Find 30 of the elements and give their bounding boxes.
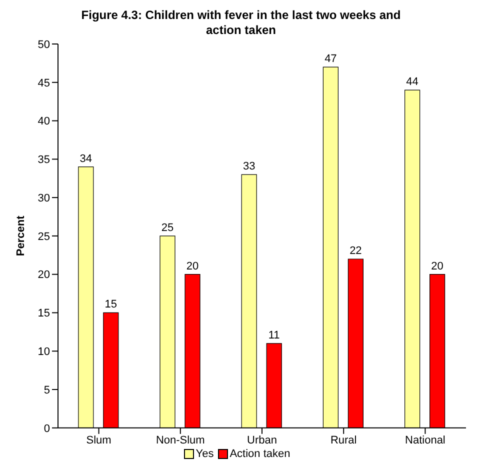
y-tick-label: 50 [38,38,50,51]
data-label: 47 [324,53,337,66]
data-label: 15 [104,298,118,311]
y-tick-label: 15 [38,308,50,320]
y-axis-title: Percent [14,215,27,256]
x-tick-label: Rural [330,434,357,447]
data-label: 11 [268,329,280,342]
legend-label: Yes [196,448,214,460]
data-label: 33 [242,160,256,173]
x-tick-label: Urban [247,434,277,447]
x-tick-label: Non-Slum [156,434,205,447]
legend-label: Action taken [230,448,290,460]
data-label: 22 [350,244,362,257]
y-tick-label: 10 [38,346,50,358]
y-tick-label: 20 [38,269,50,282]
y-tick-label: 40 [38,116,50,128]
y-tick-label: 35 [38,154,50,166]
y-tick-label: 0 [44,422,50,435]
data-label: 20 [431,260,444,272]
x-tick-label: Slum [86,434,112,447]
y-tick-label: 5 [44,384,50,396]
chart-title: Figure 4.3: Children with fever in the last two weeks and action taken [80,8,402,39]
y-tick-label: 45 [38,77,50,90]
data-label: 34 [80,152,92,165]
x-tick-label: National [405,434,446,447]
data-label: 20 [186,260,199,272]
data-label: 25 [161,222,174,234]
data-label: 44 [406,76,418,88]
y-tick-label: 25 [38,230,50,243]
y-tick-label: 30 [38,192,50,204]
